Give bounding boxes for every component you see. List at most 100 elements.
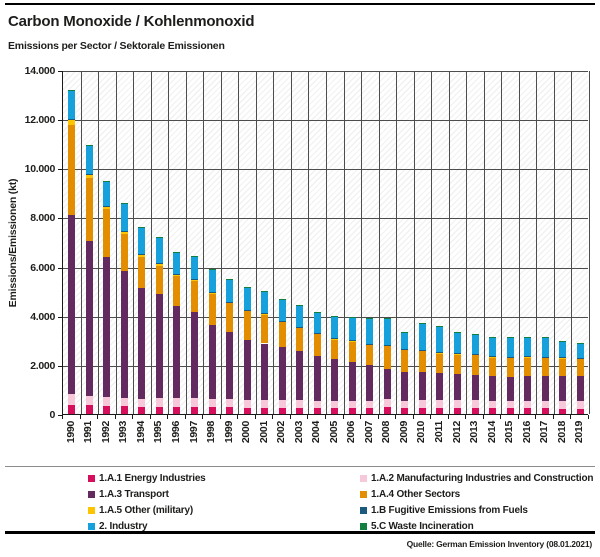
legend-label: 1.A.2 Manufacturing Industries and Const… (371, 473, 594, 484)
bar-segment-1A3 (576, 376, 584, 402)
bar-segment-1A3 (436, 373, 444, 401)
x-tick-label: 2014 (485, 421, 498, 444)
x-tick-label: 2018 (555, 421, 568, 444)
bar-segment-1A5 (120, 231, 128, 235)
x-axis-tick (395, 415, 397, 419)
legend-label: 1.A.3 Transport (99, 489, 169, 500)
bar-segment-1A1 (436, 408, 444, 414)
bar-segment-1A1 (313, 407, 321, 414)
bar-segment-2 (226, 279, 234, 302)
v-gridline (501, 71, 503, 414)
v-gridline (185, 71, 187, 414)
h-gridline (63, 218, 588, 220)
bar-segment-1A3 (559, 376, 567, 402)
bar-segment-1A2 (454, 400, 461, 409)
legend-swatch-1A2 (360, 475, 367, 482)
bar-segment-1A3 (541, 376, 549, 401)
v-gridline (518, 71, 520, 414)
bar-segment-1A2 (348, 401, 356, 409)
bar-segment-1A2 (436, 400, 444, 409)
legend-item-2: 2. Industry (88, 521, 360, 532)
bar-segment-1A1 (138, 406, 146, 414)
bar-segment-1A2 (278, 400, 286, 408)
bar-segment-1A5 (243, 309, 251, 312)
bar-segment-2 (471, 334, 479, 354)
bar-segment-1A4 (506, 357, 514, 378)
bar-segment-2 (454, 332, 461, 354)
x-tick-label: 2019 (573, 421, 586, 444)
bar-segment-1A1 (366, 408, 374, 414)
v-gridline (150, 71, 152, 414)
bar-segment-1A5 (138, 254, 146, 258)
bar-segment-1A2 (506, 400, 514, 409)
bar-segment-1B (120, 230, 128, 232)
x-tick-label: 1992 (99, 421, 112, 444)
bar-segment-1A2 (155, 397, 163, 407)
bar-segment-1A1 (296, 407, 304, 414)
bar-segment-1B (85, 173, 93, 175)
bar-segment-1A3 (278, 347, 286, 401)
x-axis-tick (132, 415, 134, 419)
x-tick-label: 1993 (117, 421, 130, 444)
bar-segment-1A3 (68, 215, 76, 394)
bar-segment-1A5 (226, 301, 234, 304)
bar-segment-1A4 (576, 358, 584, 377)
v-gridline (343, 71, 345, 414)
bar-segment-1A2 (401, 400, 409, 409)
v-gridline (273, 71, 275, 414)
bar-segment-1A4 (226, 303, 234, 333)
v-gridline (115, 71, 117, 414)
x-axis-tick (149, 415, 151, 419)
bar-segment-1A1 (261, 407, 269, 414)
x-tick-label: 2002 (275, 421, 288, 444)
bar-segment-1A5 (103, 206, 111, 210)
bar-segment-1A2 (191, 398, 198, 407)
page-subtitle: Emissions per Sector / Sektorale Emissio… (8, 40, 225, 52)
bar-segment-1A5 (313, 332, 321, 334)
v-gridline (396, 71, 398, 414)
x-axis-tick (412, 415, 414, 419)
bar-segment-1A4 (489, 356, 497, 377)
legend-item-1B: 1.B Fugitive Emissions from Fuels (360, 505, 595, 516)
bar-segment-1A4 (313, 333, 321, 356)
x-axis-tick (342, 415, 344, 419)
bar-segment-1A4 (418, 350, 426, 373)
x-axis-tick (360, 415, 362, 419)
bar-segment-1A2 (418, 400, 426, 409)
x-axis-tick (97, 415, 99, 419)
bar-segment-1A1 (454, 408, 461, 414)
bar-segment-1A2 (243, 399, 251, 408)
bar-segment-1A2 (296, 400, 304, 408)
bar-segment-2 (261, 291, 269, 314)
bar-segment-1A4 (366, 344, 374, 365)
x-tick-label: 1994 (134, 421, 147, 444)
v-gridline (431, 71, 433, 414)
bar-segment-1A5 (296, 327, 304, 328)
bar-segment-1A4 (155, 265, 163, 294)
bar-segment-1A4 (454, 353, 461, 375)
bar-segment-1A1 (401, 408, 409, 414)
legend-label: 5.C Waste Incineration (371, 521, 474, 532)
h-gridline (63, 120, 588, 122)
v-gridline (536, 71, 538, 414)
bar-segment-1A1 (506, 408, 514, 414)
bar-segment-1A1 (208, 407, 216, 414)
y-axis-tick (58, 415, 62, 416)
bar-segment-1A2 (208, 398, 216, 408)
bar-segment-1A2 (541, 400, 549, 409)
bar-segment-1A5 (68, 120, 76, 126)
v-gridline (378, 71, 380, 414)
bar-segment-1A2 (559, 401, 567, 409)
legend-grid: 1.A.1 Energy Industries 1.A.2 Manufacturi… (88, 473, 595, 532)
bar-segment-2 (191, 255, 198, 279)
x-axis-tick (465, 415, 467, 419)
bar-segment-2 (506, 336, 514, 357)
x-tick-label: 2008 (380, 421, 393, 444)
bar-segment-2 (243, 287, 251, 310)
bar-segment-2 (541, 337, 549, 357)
v-gridline (571, 71, 573, 414)
bar-segment-2 (173, 251, 181, 274)
legend-swatch-1A4 (360, 491, 367, 498)
v-gridline (326, 71, 327, 414)
